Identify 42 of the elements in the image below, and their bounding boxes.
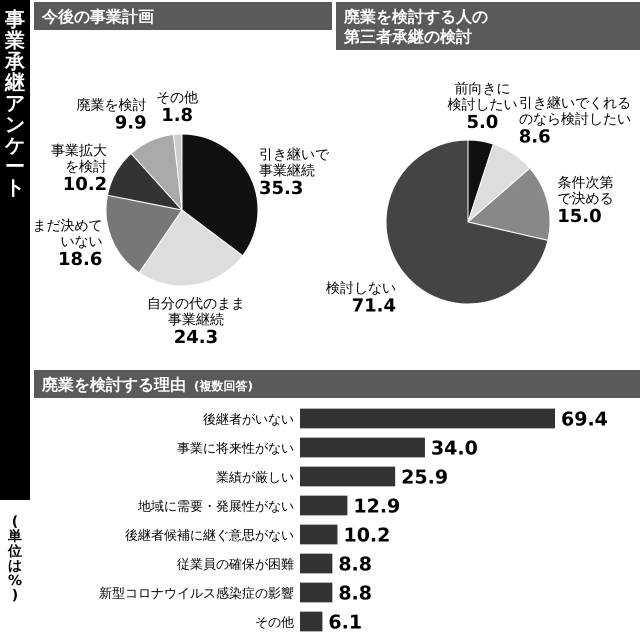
y-tick-label: その他 (255, 616, 294, 630)
slice-label: 引き継いでくれるのなら検討したい (518, 95, 631, 128)
y-tick-label: 後継者候補に継ぐ意思がない (125, 528, 294, 544)
data-label: 69.4 (561, 408, 608, 430)
data-label: 18.6 (58, 249, 102, 270)
slice-label: 事業拡大を検討 (51, 143, 108, 176)
data-label: 25.9 (401, 466, 448, 488)
slice-label: 自分の代のまま事業継続 (146, 296, 245, 328)
data-label: 35.3 (258, 178, 304, 200)
text: (単位は%) (7, 514, 22, 604)
y-tick-label: 従業員の確保が困難 (177, 558, 294, 572)
text: 廃業を検討する理由 (41, 375, 186, 394)
data-label: 8.8 (338, 554, 372, 576)
slice-label: 条件次第で決める (557, 175, 614, 208)
data-label: 71.4 (352, 295, 396, 316)
y-tick-label: 事業に将来性がない (177, 442, 294, 456)
data-label: 24.3 (174, 326, 218, 348)
data-label: 8.8 (338, 582, 372, 604)
slice-label: まだ決めていない (32, 218, 102, 250)
data-label: 8.6 (518, 126, 551, 148)
chart-title: 廃業を検討する人の第三者承継の検討 (343, 7, 488, 46)
data-label: 9.9 (114, 112, 147, 134)
data-label: 10.2 (62, 174, 108, 196)
data-label: 15.0 (557, 206, 602, 228)
data-label: 6.1 (328, 612, 362, 634)
chart-subtitle: (複数回答) (194, 379, 253, 393)
chart-title: 今後の事業計画 (41, 7, 154, 26)
slice-label: その他 (156, 90, 198, 106)
slice-label: 廃業を検討 (76, 98, 147, 114)
chart-title: 事業承継アンケート (5, 7, 25, 199)
data-label: 34.0 (430, 438, 478, 460)
y-tick-label: 後継者がいない (203, 412, 294, 428)
y-tick-label: 地域に需要・発展性がない (137, 500, 294, 514)
data-label: 12.9 (353, 496, 400, 518)
slice-label: 検討しない (326, 280, 396, 296)
y-tick-label: 新型コロナウイルス感染症の影響 (99, 586, 294, 602)
slice-label: 前向きに検討したい (447, 81, 518, 114)
slice-label: 引き継いで事業継続 (258, 147, 330, 180)
data-label: 5.0 (466, 112, 498, 134)
y-tick-label: 業績が厳しい (216, 470, 294, 486)
data-label: 1.8 (161, 105, 194, 126)
data-label: 10.2 (343, 524, 390, 546)
